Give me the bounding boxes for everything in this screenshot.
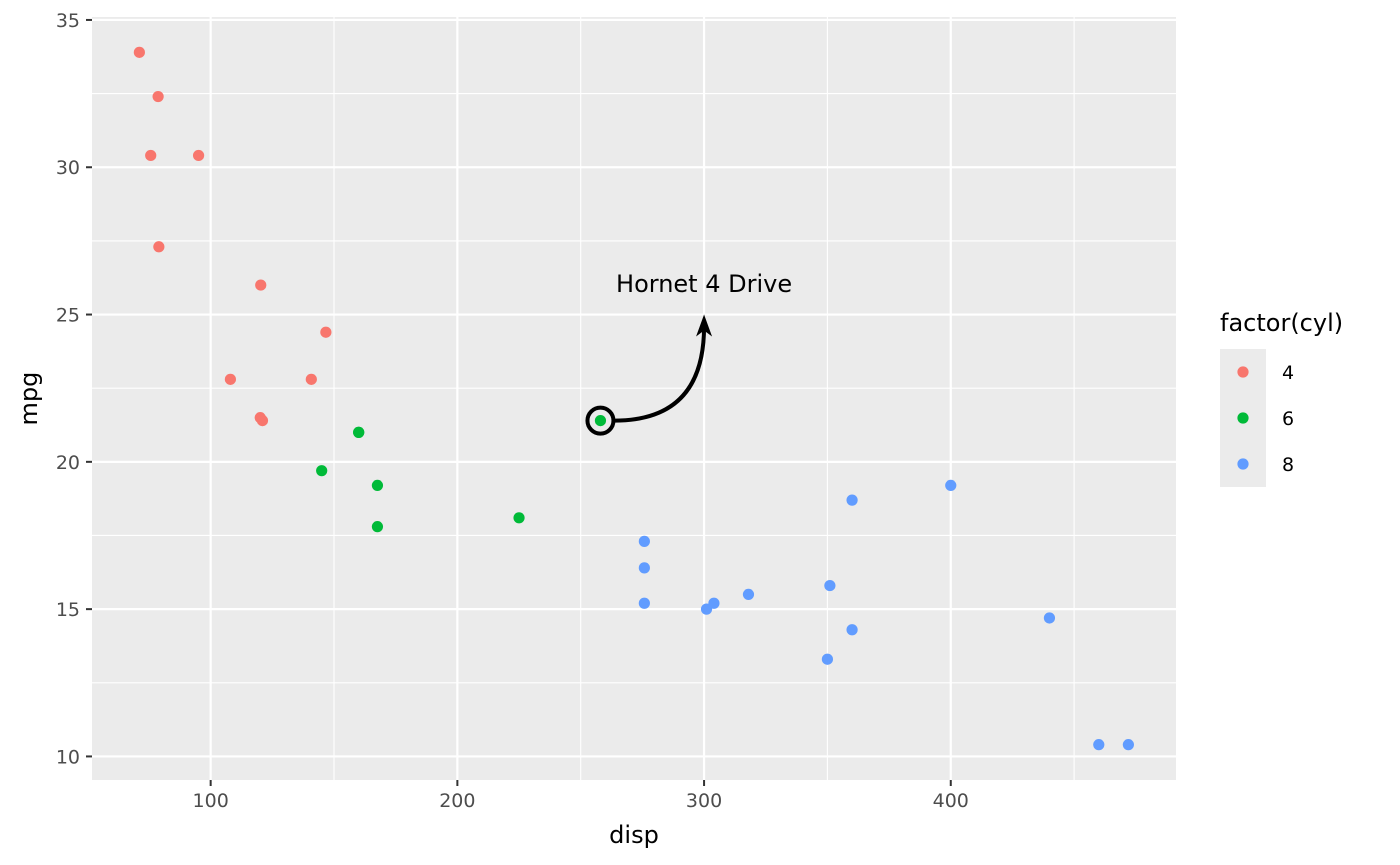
x-tick-label: 200: [439, 790, 475, 812]
point-cyl-4: [255, 279, 267, 291]
annotation-arrowhead: [696, 314, 713, 337]
y-tick-label: 10: [56, 746, 80, 768]
point-cyl-6: [371, 479, 384, 492]
legend-items: 4 6 8: [1237, 362, 1294, 476]
y-tick-label: 30: [56, 157, 80, 179]
y-tick-label: 35: [56, 10, 80, 32]
point-cyl-8: [638, 535, 650, 547]
point-cyl-8: [824, 579, 836, 592]
y-tick-label: 20: [56, 452, 80, 474]
point-cyl-8: [1093, 739, 1105, 751]
point-cyl-6: [513, 512, 525, 524]
point-cyl-8: [821, 653, 834, 665]
highlight-ring: [585, 405, 616, 436]
legend-key-6: [1237, 412, 1249, 424]
point-cyl-8: [700, 603, 713, 615]
x-tick-label: 100: [193, 790, 229, 812]
annotation: Hornet 4 Drive: [585, 270, 792, 436]
legend-title: factor(cyl): [1220, 309, 1343, 337]
y-tick-label: 15: [56, 599, 80, 621]
point-cyl-6: [353, 426, 365, 438]
point-cyl-8: [1043, 612, 1056, 624]
point-cyl-8: [846, 494, 858, 506]
legend-key-4: [1237, 366, 1249, 378]
point-cyl-8: [638, 562, 650, 574]
grid-minor: [92, 17, 1176, 780]
y-tick-label: 25: [56, 305, 80, 327]
point-cyl-6: [371, 521, 384, 533]
annotation-label: Hornet 4 Drive: [616, 270, 792, 298]
point-cyl-8: [1122, 739, 1134, 751]
x-axis: 100 200 300 400: [193, 780, 969, 812]
point-cyl-8: [638, 597, 650, 609]
annotation-arrow: [614, 326, 707, 423]
point-cyl-4: [305, 373, 317, 385]
legend-label-8: 8: [1282, 454, 1294, 476]
point-cyl-6: [316, 465, 328, 477]
point-cyl-4: [192, 149, 205, 162]
point-cyl-4: [256, 414, 269, 427]
legend-label-4: 4: [1282, 362, 1294, 384]
x-tick-label: 300: [686, 790, 722, 812]
point-cyl-8: [846, 624, 858, 636]
x-tick-label: 400: [933, 790, 969, 812]
point-cyl-4: [224, 373, 236, 385]
point-cyl-8: [742, 588, 755, 601]
y-axis-title: mpg: [15, 372, 43, 426]
legend-label-6: 6: [1282, 408, 1294, 430]
plot-panel: [92, 17, 1176, 780]
point-cyl-4: [133, 46, 145, 58]
point-cyl-4: [152, 90, 164, 103]
point-cyl-8: [945, 479, 957, 492]
data-points: [133, 46, 1134, 751]
legend: factor(cyl) 4 6 8: [1220, 309, 1343, 487]
grid-major: [92, 17, 1176, 780]
point-cyl-4: [145, 149, 157, 162]
x-axis-title: disp: [609, 821, 659, 849]
point-cyl-6: [594, 414, 607, 427]
legend-key-8: [1237, 458, 1249, 470]
y-axis: 10 15 20 25 30 35: [56, 10, 92, 768]
point-cyl-4: [320, 326, 332, 338]
point-cyl-4: [153, 241, 165, 253]
